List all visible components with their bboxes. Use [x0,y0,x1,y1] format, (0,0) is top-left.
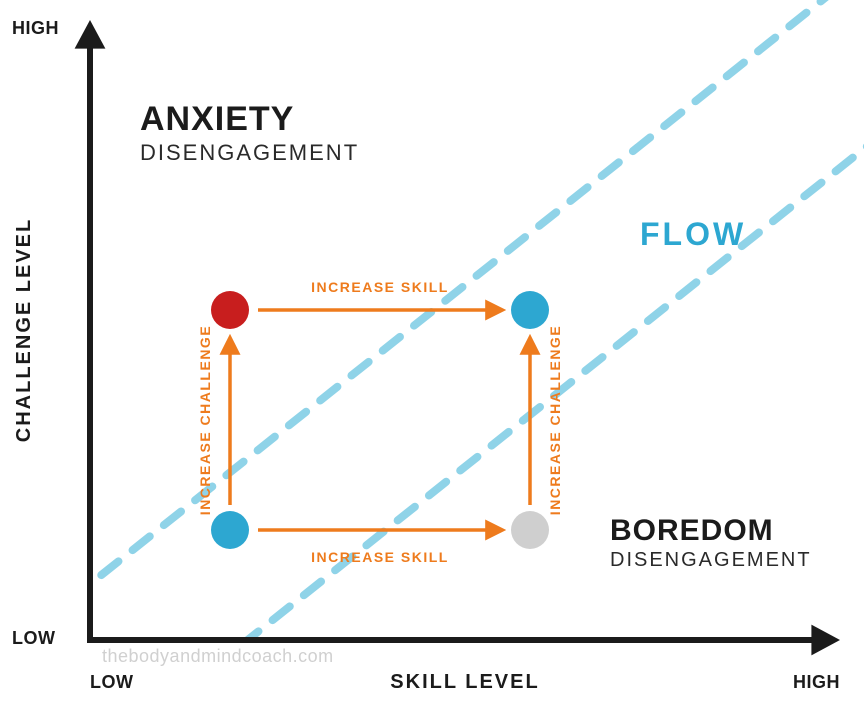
boredom-subtitle: DISENGAGEMENT [610,549,812,571]
arrow-label-inc-challenge-left: INCREASE CHALLENGE [197,325,213,515]
arrow-label-inc-skill-top: INCREASE SKILL [311,279,449,295]
arrow-label-inc-challenge-right: INCREASE CHALLENGE [547,325,563,515]
boredom-zone-label: BOREDOM DISENGAGEMENT [610,514,812,571]
arrow-label-inc-skill-bottom: INCREASE SKILL [311,549,449,565]
dot-top-left [211,291,249,329]
anxiety-title: ANXIETY [140,100,294,138]
flow-diagram: ANXIETY DISENGAGEMENT BOREDOM DISENGAGEM… [0,0,864,716]
y-axis-low-label: LOW [12,628,56,648]
boredom-title: BOREDOM [610,514,774,547]
x-axis-arrowhead [811,625,840,656]
x-axis-low-label: LOW [90,672,134,692]
transition-arrows: INCREASE CHALLENGE INCREASE SKILL INCREASE… [197,279,563,565]
dot-bottom-right [511,511,549,549]
y-axis-label: CHALLENGE LEVEL [13,218,35,442]
flow-channel-lower [210,120,864,670]
x-axis-label: SKILL LEVEL [390,671,539,693]
y-axis-arrowhead [75,20,106,49]
anxiety-subtitle: DISENGAGEMENT [140,140,359,165]
x-axis-high-label: HIGH [793,672,840,692]
anxiety-zone-label: ANXIETY DISENGAGEMENT [140,100,359,165]
y-axis-high-label: HIGH [12,18,59,38]
dot-bottom-left [211,511,249,549]
dot-top-right [511,291,549,329]
flow-label: FLOW [640,216,746,252]
flow-channel-upper [70,0,860,600]
state-dots [211,291,549,549]
watermark: thebodyandmindcoach.com [102,646,334,666]
